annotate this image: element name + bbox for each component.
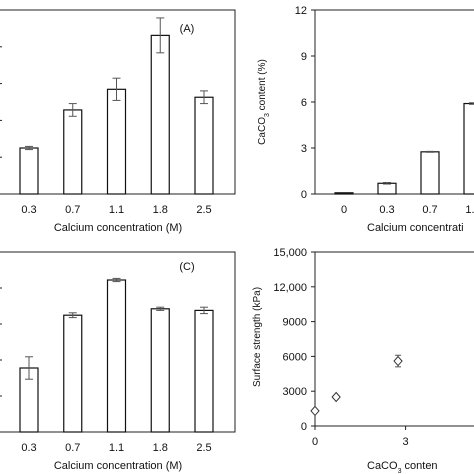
panel-b-bar-3 xyxy=(463,102,474,195)
panel-b-ytick-label: 12 xyxy=(295,5,307,17)
panel-b-xlabel: Calcium concentrati xyxy=(367,222,464,234)
panel-c-bar-4 xyxy=(194,309,214,433)
panel-d-point-2 xyxy=(393,355,403,367)
panel-d-ytick-label: 0 xyxy=(301,421,307,433)
panel-b-xtick-label: 1.1 xyxy=(465,204,474,216)
panel-d-xlabel-subscript: 3 xyxy=(398,468,402,474)
panel-c-xtick-label: 0.7 xyxy=(65,442,80,454)
panel-d-ytick-label: 15,000 xyxy=(273,247,307,259)
panel-b-ylabel: CaCO3 content (%) xyxy=(257,59,271,145)
panel-c-bar-3 xyxy=(150,308,170,433)
panel-d-xlabel-rest: conten xyxy=(401,460,437,472)
panel-b-bar-1 xyxy=(377,182,397,195)
panel-b-ytick-label: 0 xyxy=(301,189,307,201)
panel-d-ytick-label: 12,000 xyxy=(273,282,307,294)
panel-d-ytick-label: 3000 xyxy=(283,386,307,398)
panel-d-xlabel-main: CaCO xyxy=(367,460,398,472)
panel-a-xtick-label: 1.1 xyxy=(109,204,124,216)
panel-b-ylabel-subscript: 3 xyxy=(264,113,271,117)
panel-a-xtick-label: 1.8 xyxy=(153,204,168,216)
panel-d-point-0 xyxy=(310,405,320,417)
panel-c-panel-label: (C) xyxy=(179,261,194,273)
panel-c-xtick-label: 2.5 xyxy=(196,442,211,454)
panel-b-ytick-label: 6 xyxy=(301,97,307,109)
panel-d-xlabel: CaCO3 conten xyxy=(367,460,438,474)
panel-b-xtick-label: 0.3 xyxy=(379,204,394,216)
panel-d-xtick-label: 3 xyxy=(403,436,409,448)
panel-a-xtick-label: 0.7 xyxy=(65,204,80,216)
panel-a-xlabel: Calcium concentration (M) xyxy=(54,222,182,234)
panel-d-ylabel: Surface strength (kPa) xyxy=(252,287,263,387)
panel-b-ylabel-rest: content (%) xyxy=(257,59,268,113)
panel-d-xtick-label: 0 xyxy=(312,436,318,448)
panel-d-ytick-label: 6000 xyxy=(283,351,307,363)
panel-c-xtick-label: 1.8 xyxy=(153,442,168,454)
panel-b-xtick-label: 0 xyxy=(341,204,347,216)
panel-c-xtick-label: 0.3 xyxy=(21,442,36,454)
panel-d-ytick-label: 9000 xyxy=(283,317,307,329)
panel-a-bar-1 xyxy=(63,109,83,195)
panel-a-bar-2 xyxy=(106,88,127,195)
panel-b-bar-2 xyxy=(420,151,440,195)
panel-d-axes xyxy=(314,251,474,427)
panel-b-bar-0 xyxy=(334,192,354,195)
panel-c-bar-2 xyxy=(106,279,127,433)
panel-b-ytick-label: 9 xyxy=(301,51,307,63)
panel-a-xtick-label: 2.5 xyxy=(196,204,211,216)
panel-a-bar-4 xyxy=(194,96,214,195)
panel-b-axes xyxy=(314,9,474,195)
panel-a-xtick-label: 0.3 xyxy=(21,204,36,216)
panel-a-panel-label: (A) xyxy=(180,23,195,35)
panel-b-xtick-label: 0.7 xyxy=(422,204,437,216)
panel-d-point-1 xyxy=(331,391,341,403)
panel-c-bar-1 xyxy=(63,314,83,433)
panel-c-xlabel: Calcium concentration (M) xyxy=(54,460,182,472)
panel-c-xtick-label: 1.1 xyxy=(109,442,124,454)
panel-a-bar-3 xyxy=(150,34,170,195)
panel-b-ytick-label: 3 xyxy=(301,143,307,155)
panel-b-ylabel-main: CaCO xyxy=(257,117,268,145)
panel-a-bar-0 xyxy=(19,147,39,195)
